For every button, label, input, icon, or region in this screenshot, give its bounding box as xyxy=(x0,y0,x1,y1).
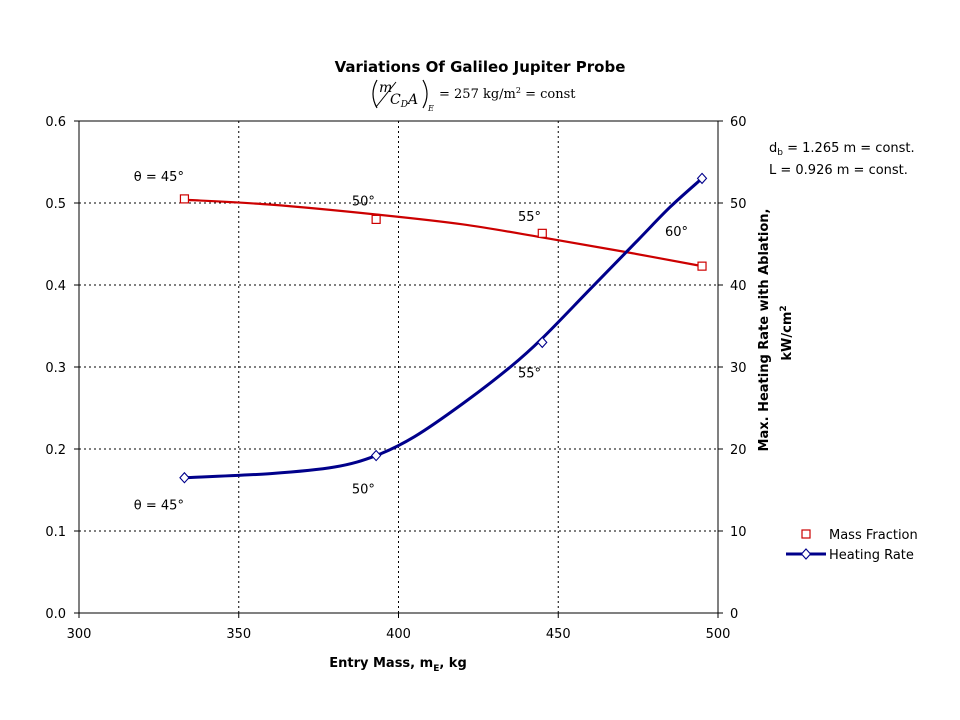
legend: Mass Fraction Heating Rate xyxy=(786,528,918,563)
x-tick-label: 350 xyxy=(226,627,251,642)
y-left-tick-label: 0.0 xyxy=(45,607,66,622)
annotation-hr_50: 50° xyxy=(352,482,375,497)
formula-rhs: = 257 kg/m2 = const xyxy=(439,86,576,102)
y-right-tick-label: 10 xyxy=(730,525,747,540)
y-left-tick-label: 0.4 xyxy=(45,279,66,294)
x-tick-label: 400 xyxy=(386,627,411,642)
angle-annotations: θ = 45° 50° 55° 60° θ = 45° 50° 55° xyxy=(134,170,688,514)
y-right-tick-label: 30 xyxy=(730,361,747,376)
data-point-heating-rate xyxy=(179,471,190,484)
note-l: L = 0.926 m = const. xyxy=(769,163,908,178)
annotation-hr_45: θ = 45° xyxy=(134,499,184,514)
data-point-mass-fraction xyxy=(537,228,547,238)
y-right-axis-label-line2: kW/cm2 xyxy=(779,305,795,360)
y-right-tick-label: 0 xyxy=(730,607,738,622)
chart-title: Variations Of Galileo Jupiter Probe xyxy=(335,58,626,76)
gridlines xyxy=(79,121,718,613)
annotation-mf_55: 55° xyxy=(518,210,541,225)
formula-close-paren xyxy=(422,79,428,109)
y-right-tick-label: 60 xyxy=(730,115,747,130)
y-left-tick-label: 0.1 xyxy=(45,525,66,540)
y-right-axis-label-line1: Max. Heating Rate with Ablation, xyxy=(757,209,772,452)
annotation-mf_50: 50° xyxy=(352,194,375,209)
annotation-mf_60: 60° xyxy=(665,225,688,240)
data-point-heating-rate xyxy=(370,449,382,462)
x-tick-label: 300 xyxy=(67,627,92,642)
legend-marker-heating-rate xyxy=(800,548,812,560)
formula-numerator: m xyxy=(379,80,392,96)
data-point-mass-fraction xyxy=(371,214,381,224)
y-left-tick-label: 0.5 xyxy=(45,197,66,212)
chart-series xyxy=(179,172,708,484)
x-tick-label: 450 xyxy=(546,627,571,642)
data-point-mass-fraction xyxy=(697,261,707,271)
note-db: db = 1.265 m = const. xyxy=(769,141,915,158)
y-left-axis-ticks: 0.0 0.1 0.2 0.3 0.4 0.5 0.6 xyxy=(45,115,79,622)
y-left-tick-label: 0.3 xyxy=(45,361,66,376)
x-axis-ticks: 300 350 400 450 500 xyxy=(67,613,731,642)
y-right-tick-label: 40 xyxy=(730,279,747,294)
data-point-mass-fraction xyxy=(179,194,190,204)
y-left-tick-label: 0.6 xyxy=(45,115,66,130)
data-point-heating-rate xyxy=(537,336,548,349)
series-line-heating-rate xyxy=(184,177,704,480)
series-line-mass-fraction xyxy=(184,198,703,268)
formula-subscript: E xyxy=(427,104,434,113)
legend-label-heating-rate: Heating Rate xyxy=(829,548,914,563)
x-axis-label: Entry Mass, mE, kg xyxy=(329,656,467,674)
y-left-tick-label: 0.2 xyxy=(45,443,66,458)
y-right-tick-label: 50 xyxy=(730,197,747,212)
data-point-heating-rate xyxy=(696,172,708,185)
y-right-tick-label: 20 xyxy=(730,443,747,458)
annotation-hr_55: 55° xyxy=(518,367,541,382)
annotation-mf_45: θ = 45° xyxy=(134,170,184,185)
chart-subtitle-formula: m CDA E = 257 kg/m2 = const xyxy=(372,79,576,113)
legend-marker-mass-fraction xyxy=(801,529,811,539)
formula-denominator: CDA xyxy=(390,92,418,110)
formula-open-paren xyxy=(372,79,378,109)
y-right-axis-ticks: 0 10 20 30 40 50 60 xyxy=(718,115,747,622)
x-tick-label: 500 xyxy=(706,627,731,642)
formula-slash xyxy=(375,81,397,108)
legend-label-mass-fraction: Mass Fraction xyxy=(829,528,918,543)
